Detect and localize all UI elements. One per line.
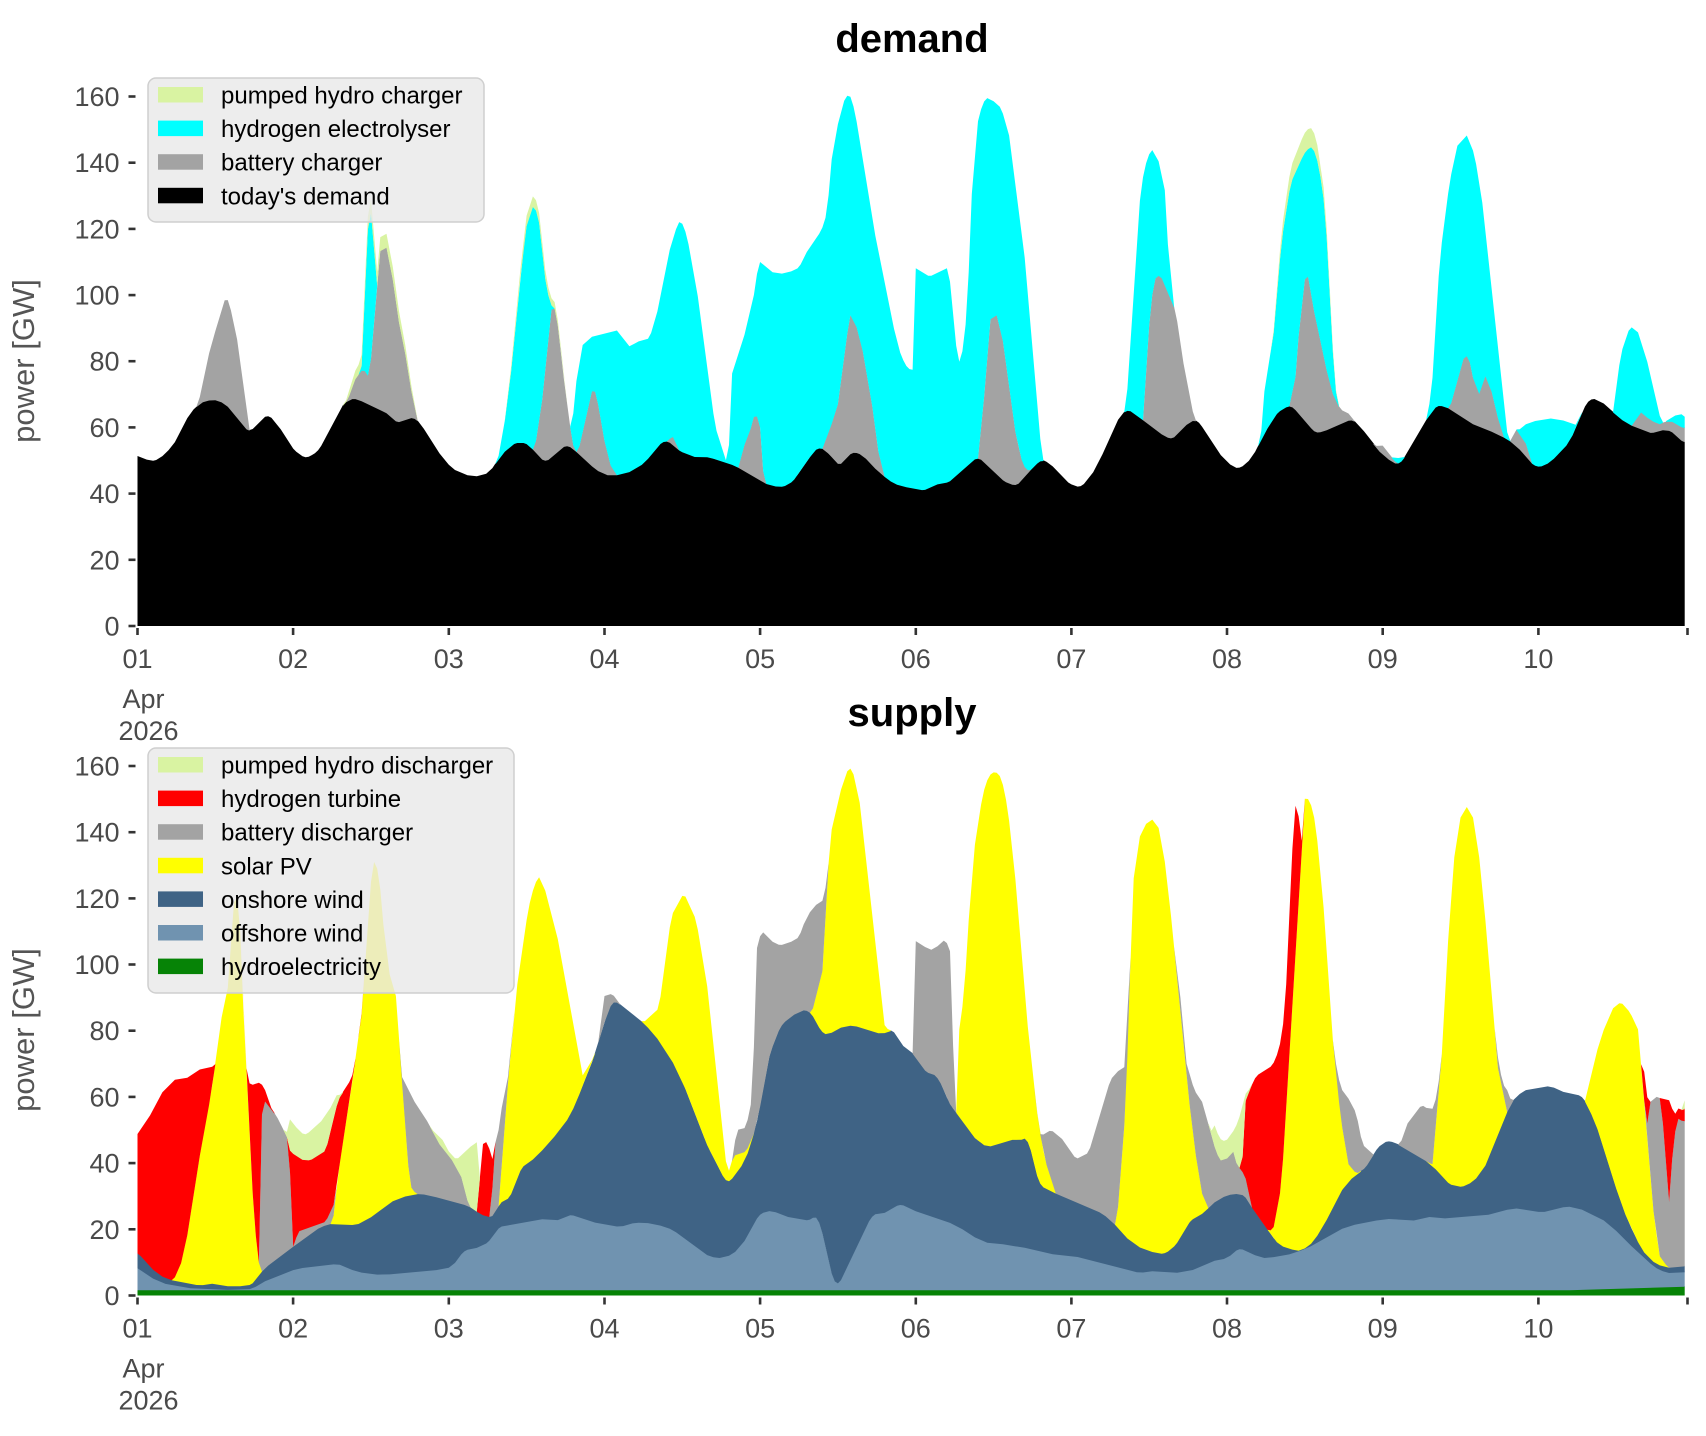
svg-text:pumped hydro charger: pumped hydro charger: [221, 83, 462, 110]
svg-text:hydroelectricity: hydroelectricity: [221, 954, 381, 981]
svg-text:20: 20: [89, 1215, 119, 1245]
svg-text:solar PV: solar PV: [221, 853, 312, 880]
svg-text:80: 80: [89, 347, 119, 377]
svg-text:supply: supply: [848, 691, 978, 735]
svg-text:120: 120: [74, 884, 119, 914]
svg-text:10: 10: [1523, 644, 1553, 674]
svg-text:0: 0: [104, 1281, 119, 1311]
svg-text:80: 80: [89, 1016, 119, 1046]
svg-text:battery discharger: battery discharger: [221, 820, 413, 847]
svg-text:04: 04: [589, 644, 619, 674]
svg-text:06: 06: [901, 644, 931, 674]
svg-text:demand: demand: [835, 17, 988, 61]
svg-text:160: 160: [74, 82, 119, 112]
svg-text:0: 0: [104, 612, 119, 642]
svg-text:Apr: Apr: [122, 1354, 164, 1384]
svg-text:10: 10: [1523, 1314, 1553, 1344]
svg-text:power [GW]: power [GW]: [6, 279, 41, 443]
svg-text:hydrogen turbine: hydrogen turbine: [221, 786, 401, 813]
svg-text:today's demand: today's demand: [221, 183, 390, 210]
svg-text:Apr: Apr: [122, 684, 164, 714]
svg-text:120: 120: [74, 214, 119, 244]
svg-text:60: 60: [89, 413, 119, 443]
svg-text:09: 09: [1368, 1314, 1398, 1344]
svg-text:03: 03: [434, 1314, 464, 1344]
svg-text:2026: 2026: [118, 1386, 178, 1416]
svg-text:offshore wind: offshore wind: [221, 921, 363, 948]
svg-text:60: 60: [89, 1082, 119, 1112]
svg-text:onshore wind: onshore wind: [221, 887, 364, 914]
svg-text:01: 01: [122, 644, 152, 674]
svg-text:40: 40: [89, 1149, 119, 1179]
svg-text:20: 20: [89, 545, 119, 575]
svg-text:04: 04: [589, 1314, 619, 1344]
svg-text:05: 05: [745, 644, 775, 674]
svg-text:battery charger: battery charger: [221, 150, 382, 177]
svg-text:hydrogen electrolyser: hydrogen electrolyser: [221, 116, 450, 143]
svg-text:01: 01: [122, 1314, 152, 1344]
svg-text:03: 03: [434, 644, 464, 674]
svg-text:07: 07: [1056, 1314, 1086, 1344]
svg-text:08: 08: [1212, 644, 1242, 674]
svg-text:pumped hydro discharger: pumped hydro discharger: [221, 753, 493, 780]
svg-text:2026: 2026: [118, 716, 178, 746]
svg-text:40: 40: [89, 479, 119, 509]
svg-text:100: 100: [74, 281, 119, 311]
svg-text:power [GW]: power [GW]: [6, 948, 41, 1112]
svg-text:07: 07: [1056, 644, 1086, 674]
svg-text:09: 09: [1368, 644, 1398, 674]
svg-text:140: 140: [74, 818, 119, 848]
svg-text:02: 02: [278, 1314, 308, 1344]
svg-text:06: 06: [901, 1314, 931, 1344]
svg-text:160: 160: [74, 752, 119, 782]
svg-text:08: 08: [1212, 1314, 1242, 1344]
svg-text:05: 05: [745, 1314, 775, 1344]
svg-text:02: 02: [278, 644, 308, 674]
svg-text:140: 140: [74, 148, 119, 178]
svg-text:100: 100: [74, 950, 119, 980]
